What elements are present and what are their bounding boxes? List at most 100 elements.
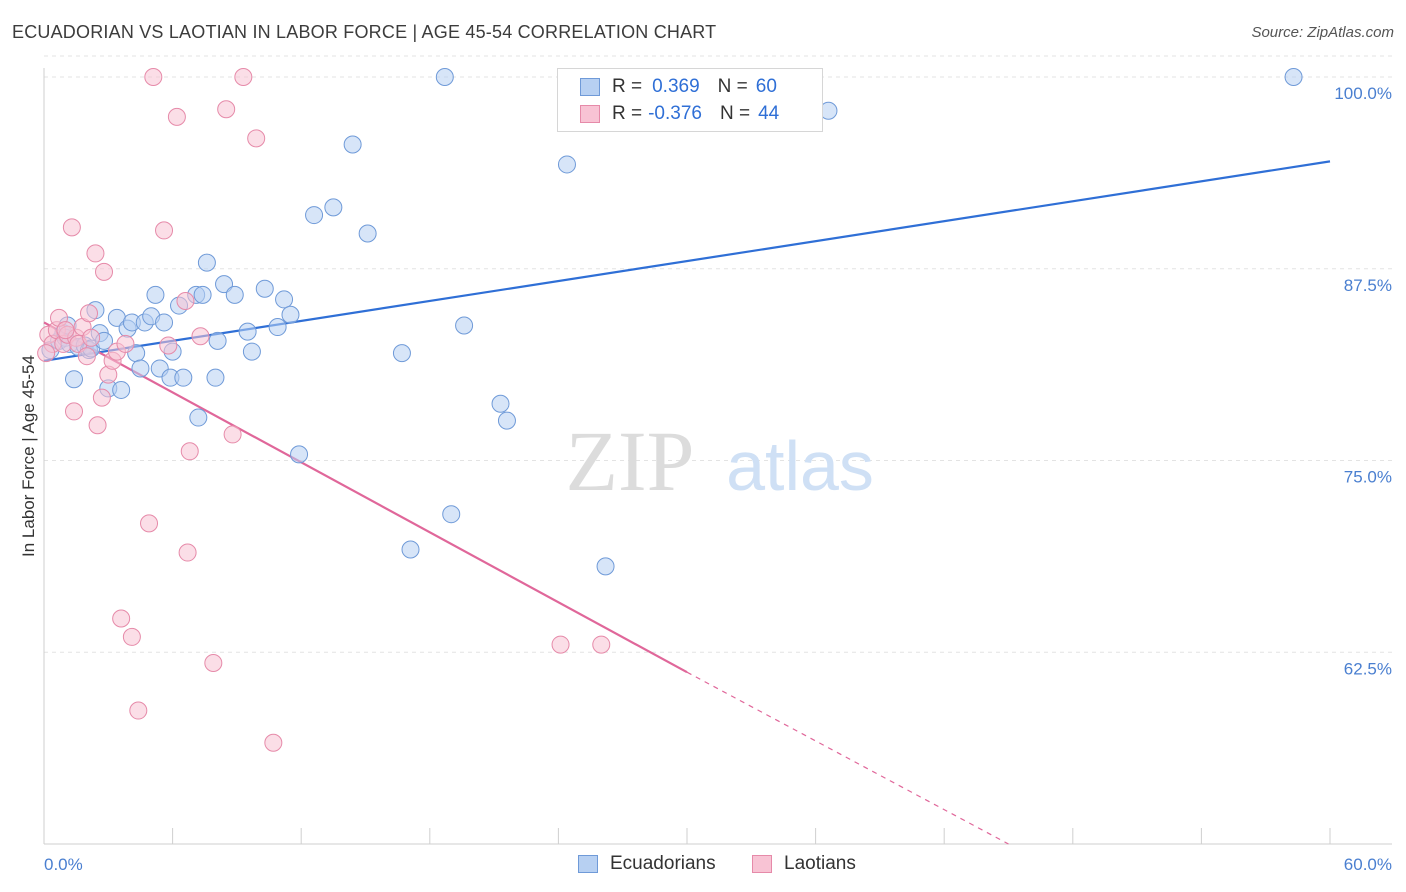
ecuadorian-point bbox=[1284, 68, 1303, 87]
ecuadorian-point bbox=[455, 316, 474, 335]
laotian-point bbox=[223, 425, 242, 444]
ecuadorian-point bbox=[189, 408, 208, 427]
laotian-point bbox=[77, 347, 96, 366]
laotian-point bbox=[82, 328, 101, 347]
legend-r-label: R = bbox=[612, 76, 643, 97]
laotian-point bbox=[62, 218, 81, 237]
laotian-point bbox=[217, 100, 236, 119]
bottom-legend-swatch-pink bbox=[752, 855, 772, 873]
ecuadorian-point bbox=[208, 331, 227, 350]
source-label: Source: ZipAtlas.com bbox=[1251, 24, 1394, 41]
laotian-point bbox=[180, 442, 199, 461]
watermark-zip: ZIP bbox=[566, 413, 695, 509]
laotian-point bbox=[116, 334, 135, 353]
bottom-legend-swatch-blue bbox=[578, 855, 598, 873]
ecuadorian-point bbox=[206, 368, 225, 387]
laotian-trend-line bbox=[43, 321, 688, 674]
ecuadorian-point bbox=[442, 505, 461, 524]
legend-row-ecuadorians: R = 0.369 N = 60 bbox=[580, 75, 777, 99]
ecuadorian-point bbox=[215, 275, 234, 294]
bottom-legend-ecuadorians: Ecuadorians bbox=[578, 852, 716, 876]
y-tick-label: 100.0% bbox=[1334, 84, 1392, 103]
laotian-point bbox=[592, 635, 611, 654]
ecuadorian-point bbox=[268, 318, 287, 337]
ecuadorian-point bbox=[197, 253, 216, 272]
watermark: ZIP atlas bbox=[566, 413, 874, 509]
laotian-point bbox=[167, 107, 186, 126]
ecuadorian-point bbox=[281, 305, 300, 324]
laotian-point bbox=[551, 635, 570, 654]
data-points bbox=[37, 68, 1303, 752]
ecuadorian-point bbox=[358, 224, 377, 243]
ecuadorian-point bbox=[557, 155, 576, 174]
laotian-point bbox=[264, 733, 283, 752]
legend-swatch-pink bbox=[580, 105, 600, 123]
legend-row-laotians: R = -0.376 N = 44 bbox=[580, 102, 779, 126]
ecuadorian-point bbox=[305, 206, 324, 225]
ecuadorian-point bbox=[242, 342, 261, 361]
laotian-point bbox=[176, 291, 195, 310]
ecuadorian-point bbox=[225, 285, 244, 304]
legend-n-label: N = bbox=[719, 103, 751, 124]
ecuadorian-point bbox=[255, 279, 274, 298]
legend-r-label: R = bbox=[612, 103, 643, 124]
laotian-point bbox=[112, 609, 131, 628]
chart-title: ECUADORIAN VS LAOTIAN IN LABOR FORCE | A… bbox=[12, 22, 717, 42]
ecuadorian-point bbox=[193, 285, 212, 304]
ecuadorian-point bbox=[155, 313, 174, 332]
laotian-point bbox=[247, 129, 266, 148]
x-tick-label: 0.0% bbox=[44, 855, 83, 874]
legend-n-label: N = bbox=[717, 76, 748, 97]
tick-labels: 62.5% 75.0% 87.5% 100.0% 0.0% 60.0% bbox=[44, 84, 1392, 874]
legend-box: R = 0.369 N = 60 R = -0.376 N = 44 bbox=[557, 68, 823, 132]
laotian-point bbox=[56, 321, 75, 340]
legend-n-value: 60 bbox=[755, 76, 777, 97]
bottom-legend-label: Ecuadorians bbox=[610, 853, 716, 874]
watermark-atlas: atlas bbox=[726, 427, 874, 505]
laotian-point bbox=[80, 304, 99, 323]
laotian-point bbox=[86, 244, 105, 263]
x-tick-label: 60.0% bbox=[1344, 855, 1392, 874]
laotian-point bbox=[204, 653, 223, 672]
laotian-point bbox=[92, 388, 111, 407]
laotian-point bbox=[88, 416, 107, 435]
laotian-point bbox=[122, 627, 141, 646]
laotian-point bbox=[37, 344, 56, 363]
ecuadorian-point bbox=[112, 380, 131, 399]
ecuadorian-point bbox=[290, 445, 309, 464]
legend-swatch-blue bbox=[580, 78, 600, 96]
laotian-point bbox=[178, 543, 197, 562]
ecuadorian-point bbox=[401, 540, 420, 559]
legend-n-value: 44 bbox=[758, 103, 780, 124]
laotian-point bbox=[140, 514, 159, 533]
y-axis-label: In Labor Force | Age 45-54 bbox=[19, 355, 38, 557]
laotian-point bbox=[129, 701, 148, 720]
ecuadorian-point bbox=[324, 198, 343, 217]
ecuadorian-point bbox=[146, 285, 165, 304]
y-tick-label: 62.5% bbox=[1344, 659, 1392, 678]
laotian-point bbox=[155, 221, 174, 240]
laotian-point bbox=[95, 262, 114, 281]
trend-lines bbox=[43, 160, 1331, 845]
laotian-point bbox=[191, 327, 210, 346]
y-tick-label: 87.5% bbox=[1344, 276, 1392, 295]
ecuadorian-point bbox=[275, 290, 294, 309]
ecuadorian-point bbox=[497, 411, 516, 430]
legend-r-value: -0.376 bbox=[648, 103, 702, 124]
ecuadorian-point bbox=[596, 557, 615, 576]
ecuadorian-point bbox=[392, 344, 411, 363]
laotian-point bbox=[159, 336, 178, 355]
ecuadorian-point bbox=[491, 394, 510, 413]
ecuadorian-point bbox=[238, 322, 257, 341]
y-tick-label: 75.0% bbox=[1344, 468, 1392, 487]
grid-layer bbox=[44, 55, 1392, 653]
ecuadorian-point bbox=[131, 359, 150, 378]
laotian-point bbox=[65, 402, 84, 421]
ecuadorian-point bbox=[343, 135, 362, 154]
bottom-legend-label: Laotians bbox=[784, 853, 856, 874]
ecuadorian-trend-line bbox=[43, 160, 1331, 362]
ecuadorian-point bbox=[435, 68, 454, 87]
ecuadorian-point bbox=[174, 368, 193, 387]
legend-r-value: 0.369 bbox=[652, 76, 700, 97]
